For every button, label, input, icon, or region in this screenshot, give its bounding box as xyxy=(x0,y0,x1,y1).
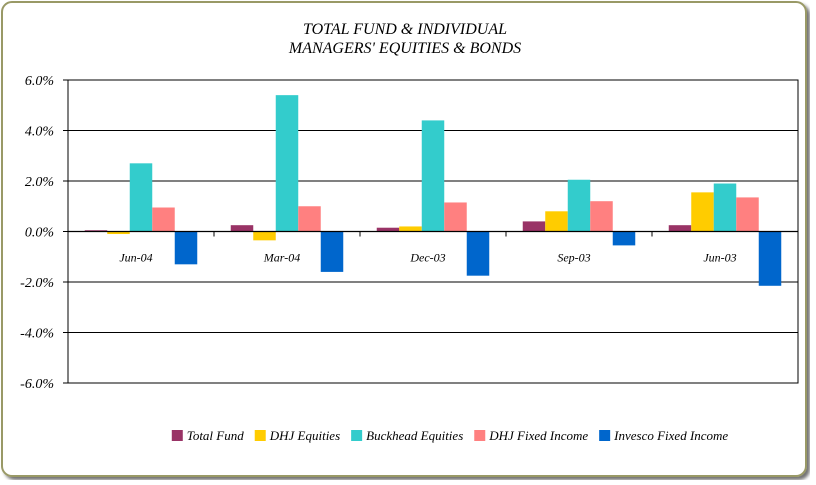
legend-label: Buckhead Equities xyxy=(366,428,463,443)
bar xyxy=(758,231,782,286)
legend-swatch xyxy=(171,430,183,441)
bar xyxy=(590,201,613,232)
bar xyxy=(466,231,490,276)
y-tick-label: 6.0% xyxy=(25,74,54,89)
x-tick-label: Sep-03 xyxy=(557,251,590,265)
x-tick-label: Mar-04 xyxy=(263,251,300,265)
bar xyxy=(376,227,400,232)
bar xyxy=(230,225,254,232)
bar xyxy=(253,231,276,241)
bar xyxy=(736,197,759,232)
chart-background xyxy=(1,1,807,477)
legend-label: DHJ Equities xyxy=(269,428,340,443)
legend-swatch xyxy=(599,430,611,441)
legend-swatch xyxy=(254,430,266,441)
y-tick-label: -2.0% xyxy=(20,276,54,291)
bar xyxy=(545,211,568,232)
bar xyxy=(174,231,198,265)
y-tick-label: -6.0% xyxy=(20,377,54,392)
bar xyxy=(668,225,692,232)
x-tick-label: Jun-03 xyxy=(703,251,736,265)
bar xyxy=(421,120,445,232)
legend-swatch xyxy=(474,430,486,441)
bar xyxy=(298,206,321,232)
legend-label: Invesco Fixed Income xyxy=(613,428,728,443)
legend-swatch xyxy=(351,430,363,441)
legend: Total Fund DHJ Equities Buckhead Equities D… xyxy=(171,428,728,443)
bar xyxy=(567,179,591,232)
y-tick-label: -4.0% xyxy=(20,327,54,342)
bar xyxy=(129,163,153,232)
bar xyxy=(612,231,636,246)
x-tick-label: Jun-04 xyxy=(119,251,152,265)
bar xyxy=(275,95,299,232)
y-tick-label: 4.0% xyxy=(25,125,54,140)
bar xyxy=(399,226,422,232)
chart-title-line-2: MANAGERS' EQUITIES & BONDS xyxy=(288,40,521,57)
chart-title-line-1: TOTAL FUND & INDIVIDUAL xyxy=(303,21,507,38)
legend-label: Total Fund xyxy=(187,428,244,443)
y-tick-label: 0.0% xyxy=(25,226,54,241)
bar xyxy=(522,221,546,232)
legend-label: DHJ Fixed Income xyxy=(488,428,588,443)
bar xyxy=(713,183,737,232)
x-tick-label: Dec-03 xyxy=(409,251,445,265)
plot-area: 6.0% 4.0% 2.0% 0.0% -2.0% -4.0% -6.0% Jun-04 Mar… xyxy=(20,74,799,392)
bar xyxy=(444,202,467,232)
bar xyxy=(691,192,714,232)
bar xyxy=(152,207,175,232)
bar xyxy=(107,231,130,235)
y-tick-label: 2.0% xyxy=(25,175,54,190)
bar xyxy=(320,231,344,272)
